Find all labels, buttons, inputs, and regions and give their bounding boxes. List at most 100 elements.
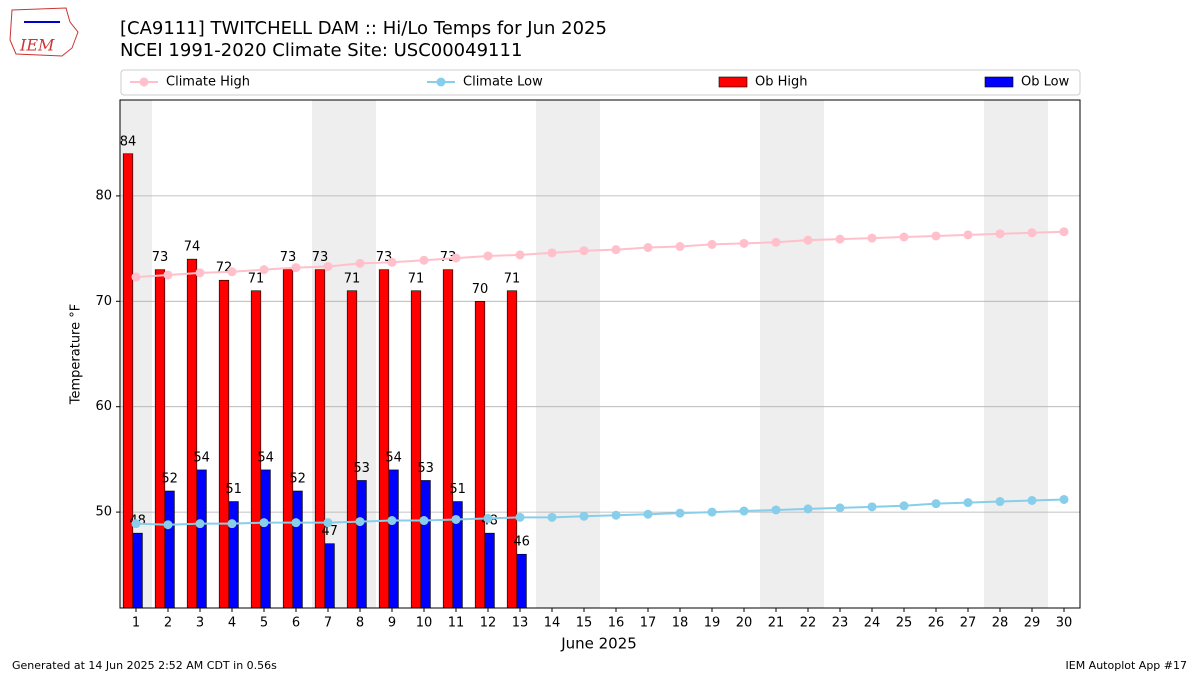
- bar: [378, 269, 390, 609]
- legend-marker: [139, 77, 149, 87]
- x-tick-label: 2: [164, 616, 172, 631]
- point: [387, 257, 397, 267]
- data-label: 74: [184, 240, 201, 255]
- point: [1027, 495, 1037, 505]
- logo-text: IEM: [19, 36, 55, 55]
- x-tick-label: 23: [832, 616, 849, 631]
- bar: [420, 480, 431, 609]
- bar: [260, 469, 271, 609]
- x-tick-label: 21: [768, 616, 785, 631]
- bar: [292, 490, 303, 609]
- point: [451, 514, 461, 524]
- point: [899, 501, 909, 511]
- x-tick-label: 13: [512, 616, 529, 631]
- point: [803, 504, 813, 514]
- point: [1059, 227, 1069, 237]
- x-tick-label: 14: [544, 616, 561, 631]
- y-tick-label: 60: [95, 399, 112, 414]
- data-label: 52: [289, 472, 306, 487]
- bar: [122, 153, 134, 609]
- data-label: 54: [385, 450, 402, 465]
- bar: [282, 269, 294, 609]
- legend-label: Climate Low: [463, 75, 543, 90]
- bar: [314, 269, 326, 609]
- point: [1027, 228, 1037, 238]
- data-label: 53: [417, 461, 434, 476]
- point: [1059, 494, 1069, 504]
- bar: [132, 532, 143, 609]
- weekend-band: [1016, 100, 1048, 608]
- x-tick-label: 30: [1056, 616, 1073, 631]
- point: [675, 508, 685, 518]
- data-label: 71: [504, 271, 521, 286]
- point: [771, 505, 781, 515]
- logo: IEM: [9, 7, 79, 57]
- data-label: 46: [513, 535, 530, 550]
- data-label: 52: [161, 472, 178, 487]
- point: [995, 229, 1005, 239]
- x-tick-label: 4: [228, 616, 236, 631]
- x-tick-label: 22: [800, 616, 817, 631]
- x-tick-label: 27: [960, 616, 977, 631]
- point: [643, 509, 653, 519]
- point: [291, 518, 301, 528]
- chart-title: [CA9111] TWITCHELL DAM :: Hi/Lo Temps fo…: [120, 18, 607, 39]
- y-tick-label: 70: [95, 294, 112, 309]
- x-tick-label: 3: [196, 616, 204, 631]
- point: [515, 250, 525, 260]
- point: [803, 235, 813, 245]
- point: [163, 270, 173, 280]
- weekend-band: [536, 100, 568, 608]
- point: [483, 513, 493, 523]
- point: [675, 241, 685, 251]
- point: [867, 502, 877, 512]
- data-label: 71: [408, 271, 425, 286]
- legend-label: Climate High: [166, 75, 250, 90]
- legend-label: Ob Low: [1021, 75, 1070, 90]
- plot-frame: [119, 99, 1081, 609]
- x-tick-label: 29: [1024, 616, 1041, 631]
- x-tick-label: 9: [388, 616, 396, 631]
- y-axis-label: Temperature °F: [69, 304, 84, 405]
- bar: [388, 469, 399, 609]
- x-tick-label: 19: [704, 616, 721, 631]
- x-tick-label: 28: [992, 616, 1009, 631]
- point: [771, 237, 781, 247]
- point: [387, 516, 397, 526]
- point: [483, 251, 493, 261]
- point: [131, 272, 141, 282]
- point: [867, 233, 877, 243]
- x-axis-label: June 2025: [560, 635, 637, 653]
- bar: [324, 543, 335, 609]
- data-label: 73: [280, 250, 297, 265]
- logo-outline: [9, 7, 79, 57]
- x-tick-label: 1: [132, 616, 140, 631]
- bar: [196, 469, 207, 609]
- bar: [164, 490, 175, 609]
- x-tick-label: 10: [416, 616, 433, 631]
- legend-swatch: [984, 76, 1014, 88]
- x-tick-label: 7: [324, 616, 332, 631]
- point: [291, 263, 301, 273]
- point: [323, 518, 333, 528]
- x-tick-label: 12: [480, 616, 497, 631]
- point: [259, 518, 269, 528]
- footer-right: IEM Autoplot App #17: [1066, 659, 1188, 672]
- point: [355, 517, 365, 527]
- x-tick-label: 11: [448, 616, 465, 631]
- x-tick-label: 5: [260, 616, 268, 631]
- point: [739, 506, 749, 516]
- data-label: 51: [449, 482, 466, 497]
- plot-area: 8473747271737371737173707148525451545247…: [120, 100, 1080, 609]
- bar: [250, 290, 262, 609]
- bar: [410, 290, 422, 609]
- bar: [356, 480, 367, 609]
- point: [547, 248, 557, 258]
- line: [135, 498, 1065, 526]
- data-label: 84: [120, 134, 137, 149]
- point: [931, 231, 941, 241]
- legend-marker: [436, 77, 446, 87]
- weekend-band: [760, 100, 792, 608]
- data-label: 54: [257, 450, 274, 465]
